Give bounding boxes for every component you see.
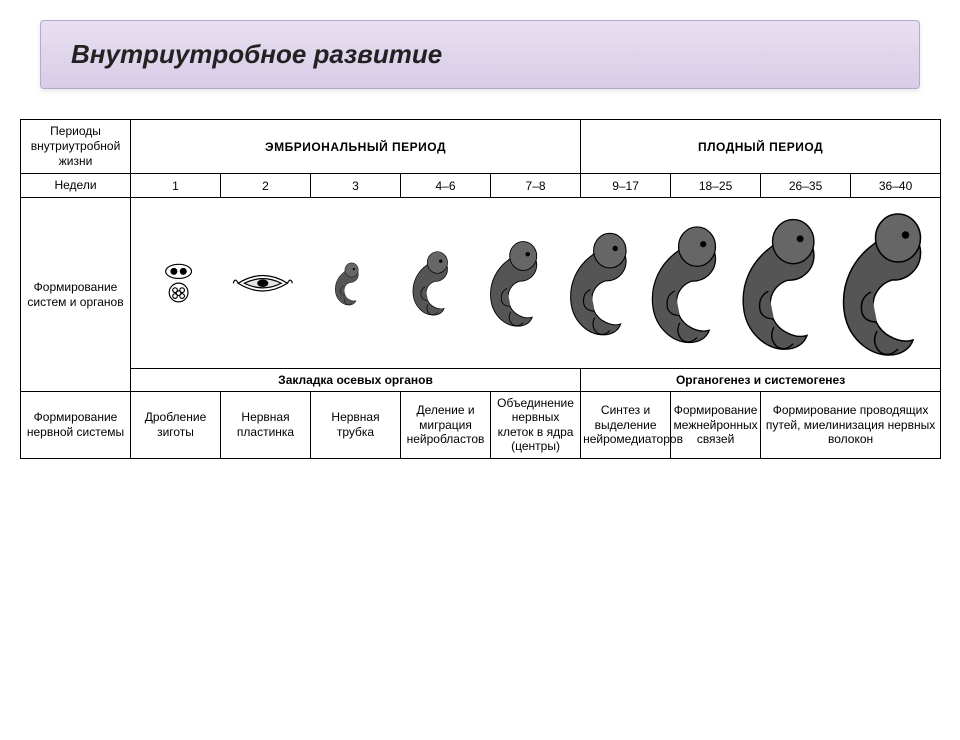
week-7: 26–35 <box>761 174 851 198</box>
row-periods: Периоды внутриутробной жизни ЭМБРИОНАЛЬН… <box>21 120 941 174</box>
embryo-2 <box>304 261 388 306</box>
embryo-4 <box>471 238 555 328</box>
development-table: Периоды внутриутробной жизни ЭМБРИОНАЛЬН… <box>20 119 941 459</box>
week-6: 18–25 <box>671 174 761 198</box>
fetus-icon <box>826 208 934 358</box>
nervous-3: Деление и миграция нейробластов <box>401 392 491 459</box>
week-4: 7–8 <box>491 174 581 198</box>
stage-organogenesis: Органогенез и системогенез <box>581 369 941 392</box>
fetus-icon <box>638 222 727 345</box>
embryo-8 <box>826 208 934 358</box>
embryo-illustration-strip <box>133 202 938 364</box>
nervous-1: Нервная пластинка <box>221 392 311 459</box>
fetus-icon <box>727 214 826 352</box>
embryo-3 <box>388 249 472 317</box>
row-nervous: Формирование нервной системы Дробление з… <box>21 392 941 459</box>
week-3: 4–6 <box>401 174 491 198</box>
week-5: 9–17 <box>581 174 671 198</box>
embryo-5 <box>555 229 639 337</box>
cells-icon <box>161 262 196 304</box>
label-periods: Периоды внутриутробной жизни <box>21 120 131 174</box>
nervous-4: Объединение нервных клеток в ядра (центр… <box>491 392 581 459</box>
fetus-icon <box>330 261 362 306</box>
label-organs: Формирование систем и органов <box>21 198 131 392</box>
row-organs: Формирование систем и органов <box>21 198 941 369</box>
nervous-5: Синтез и выделение нейромедиаторов <box>581 392 671 459</box>
stage-axial: Закладка осевых органов <box>131 369 581 392</box>
row-stages: Закладка осевых органов Органогенез и си… <box>21 369 941 392</box>
period-fetal: ПЛОДНЫЙ ПЕРИОД <box>581 120 941 174</box>
week-0: 1 <box>131 174 221 198</box>
title-bar: Внутриутробное развитие <box>40 20 920 89</box>
embryo-6 <box>638 222 727 345</box>
week-2: 3 <box>311 174 401 198</box>
label-nervous: Формирование нервной системы <box>21 392 131 459</box>
nervous-7: Формирование проводящих путей, миелиниза… <box>761 392 941 459</box>
embryo-1 <box>221 264 305 303</box>
fetus-icon <box>405 249 454 317</box>
fetus-icon <box>480 238 545 328</box>
page-title: Внутриутробное развитие <box>71 39 889 70</box>
week-1: 2 <box>221 174 311 198</box>
nervous-0: Дробление зиготы <box>131 392 221 459</box>
neural-plate-icon <box>232 264 294 303</box>
embryo-7 <box>727 214 826 352</box>
embryo-0 <box>137 262 221 304</box>
label-weeks: Недели <box>21 174 131 198</box>
week-8: 36–40 <box>851 174 941 198</box>
fetus-icon <box>558 229 636 337</box>
row-weeks: Недели 1 2 3 4–6 7–8 9–17 18–25 26–35 36… <box>21 174 941 198</box>
nervous-6: Формирование межнейронных связей <box>671 392 761 459</box>
nervous-2: Нервная трубка <box>311 392 401 459</box>
period-embryonic: ЭМБРИОНАЛЬНЫЙ ПЕРИОД <box>131 120 581 174</box>
